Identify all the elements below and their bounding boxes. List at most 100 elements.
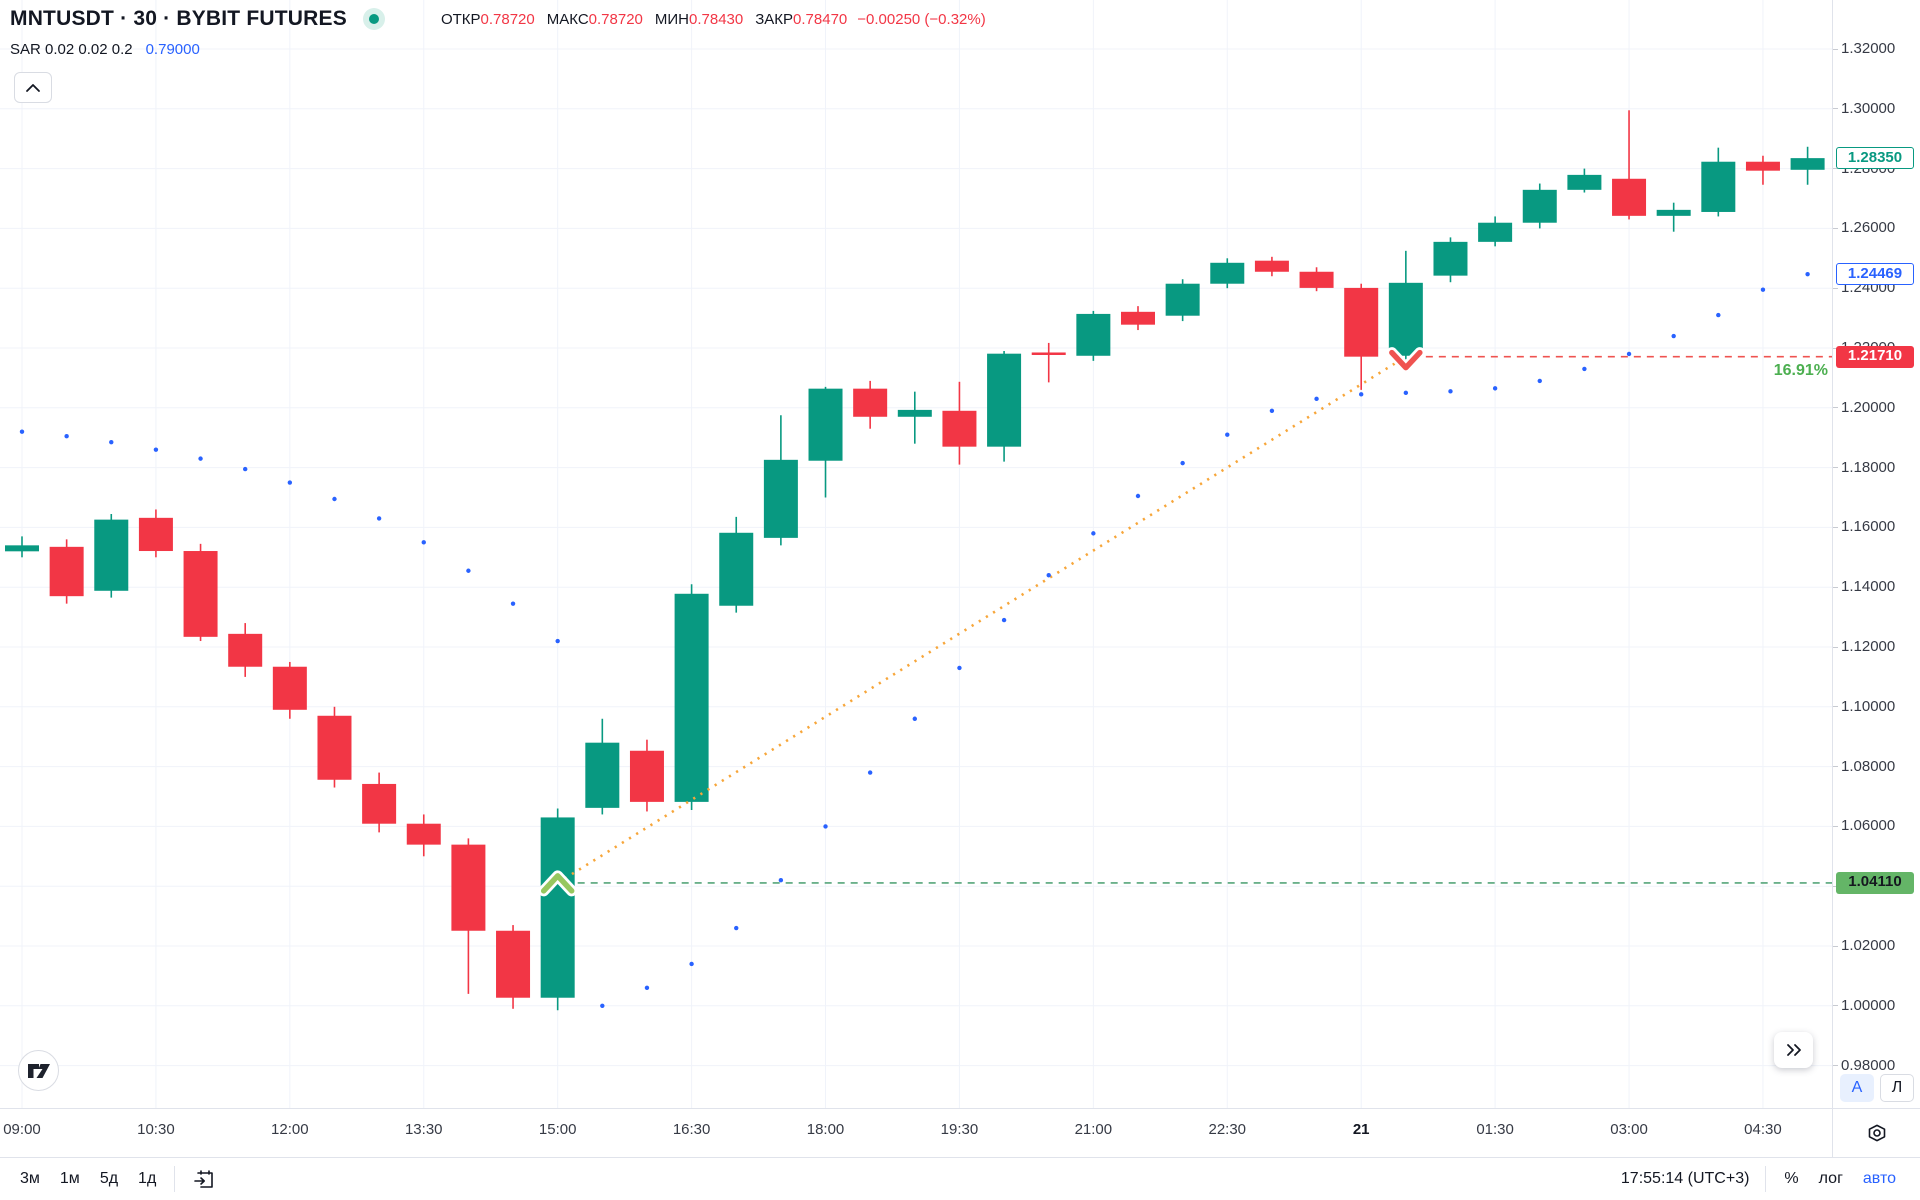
price-tick-mark (1833, 227, 1838, 229)
candle-body (585, 742, 620, 808)
price-tick-label: 1.10000 (1841, 697, 1896, 715)
sar-dot (734, 925, 739, 931)
chart-settings-button[interactable] (1864, 1120, 1890, 1146)
log-scale-button[interactable]: Л (1880, 1074, 1914, 1102)
price-tick-label: 1.08000 (1841, 757, 1896, 775)
sar-dot (1269, 408, 1275, 413)
candlestick-plot[interactable] (0, 0, 1832, 1108)
candle-body (1388, 282, 1423, 356)
ohlc-open-label: ОТКР (440, 10, 481, 28)
price-tick-mark (1833, 108, 1838, 110)
candle-body (808, 388, 843, 461)
time-axis[interactable]: 09:00 10:30 12:00 13:30 15:00 16:30 18:00 19:30… (0, 1108, 1832, 1158)
time-tick-label: 19:30 (940, 1121, 979, 1138)
sar-dot (466, 568, 471, 573)
price-axis[interactable]: 1.320001.300001.280001.260001.240001.220… (1832, 0, 1920, 1108)
sar-dot (1626, 351, 1632, 357)
range-button-3м[interactable]: 3м (10, 1166, 50, 1192)
sar-dot (1314, 396, 1319, 402)
sar-dot (823, 824, 828, 829)
go-to-date-button[interactable] (183, 1163, 227, 1195)
time-tick-label: 04:30 (1744, 1121, 1782, 1138)
candle-body (317, 715, 352, 780)
candle-body (272, 666, 307, 710)
sar-dot (19, 429, 25, 434)
sar-dot (1492, 386, 1498, 391)
price-tick-label: 1.00000 (1841, 996, 1896, 1014)
sar-dot (778, 878, 784, 883)
axis-settings-corner (1832, 1108, 1920, 1157)
candle-body (49, 546, 84, 597)
sar-dot (1760, 287, 1766, 292)
candle-body (1031, 352, 1066, 355)
price-tick-mark (1833, 945, 1838, 947)
time-tick-label: 18:00 (806, 1121, 845, 1138)
candle-body (763, 459, 798, 538)
price-tick-label: 1.06000 (1841, 817, 1896, 835)
clock-timezone-button[interactable]: 17:55:14 (UTC+3) (1613, 1166, 1758, 1192)
collapse-indicator-pane-button[interactable] (14, 72, 52, 103)
price-tick-label: 1.18000 (1841, 458, 1896, 476)
double-chevron-right-icon (1786, 1044, 1801, 1056)
sar-dot (1671, 333, 1676, 339)
candle-body (1433, 241, 1468, 276)
sar-dot (109, 439, 114, 445)
candle-body (228, 633, 263, 667)
candle-body (5, 545, 39, 552)
time-tick-label: 09:00 (3, 1121, 41, 1138)
price-tick-label: 1.16000 (1841, 518, 1896, 536)
ohlc-high-value: 0.78720 (588, 10, 643, 28)
price-tick-mark (1833, 48, 1838, 50)
indicator-title[interactable]: SAR 0.02 0.02 0.2 (10, 40, 133, 58)
ohlc-low-label: МИН (654, 10, 689, 28)
gear-icon (1868, 1124, 1885, 1142)
entry-line-axis-label: 1.04110 (1836, 871, 1914, 894)
bottom-toolbar: 3м 1м 5д 1д 17:55:14 (UTC+3) % лог авто (0, 1157, 1920, 1200)
ohlc-values: ОТКР 0.78720 МАКС 0.78720 МИН 0.78430 ЗА… (441, 11, 986, 28)
candle-body (1344, 287, 1379, 357)
candle-body (629, 750, 664, 802)
sar-dot (153, 447, 159, 452)
candle-body (183, 551, 218, 637)
chart-canvas[interactable]: 16.91% MNTUSDT · 30 · BYBIT FUTURES ОТКР… (0, 0, 1832, 1108)
time-tick-label: 10:30 (137, 1121, 175, 1138)
symbol-title[interactable]: MNTUSDT · 30 · BYBIT FUTURES (10, 7, 347, 30)
sar-dot (644, 985, 650, 991)
toolbar-separator (174, 1166, 176, 1192)
go-to-realtime-button[interactable] (1774, 1032, 1813, 1068)
candle-body (362, 783, 397, 824)
price-tick-mark (1833, 407, 1838, 409)
price-tick-mark (1833, 586, 1838, 588)
auto-scale-toolbar-button[interactable]: авто (1853, 1166, 1906, 1192)
candle-body (94, 519, 129, 591)
sar-dot (198, 456, 203, 461)
time-tick-label: 13:30 (404, 1121, 443, 1138)
range-button-1м[interactable]: 1м (50, 1166, 90, 1192)
sar-dot (1001, 617, 1007, 623)
candle-body (540, 817, 575, 998)
percent-scale-button[interactable]: % (1774, 1166, 1808, 1192)
candle-body (451, 844, 486, 931)
position-trend-line (556, 355, 1407, 885)
price-tick-mark (1833, 646, 1838, 648)
sar-dot (1582, 366, 1587, 372)
price-tick-label: 1.20000 (1841, 398, 1896, 416)
log-scale-toolbar-button[interactable]: лог (1809, 1166, 1853, 1192)
candle-body (674, 593, 709, 802)
sar-dot (600, 1003, 605, 1008)
tradingview-logo[interactable] (18, 1050, 59, 1091)
price-tick-mark (1833, 706, 1838, 708)
price-tick-mark (1833, 287, 1838, 289)
sar-dot (1403, 390, 1409, 396)
ohlc-low-value: 0.78430 (689, 10, 744, 28)
range-button-1д[interactable]: 1д (128, 1166, 166, 1192)
candle-body (138, 517, 173, 552)
tradingview-logo-icon (27, 1063, 50, 1078)
sar-dot (421, 540, 426, 545)
auto-scale-button[interactable]: А (1840, 1074, 1874, 1102)
candle-body (719, 532, 754, 606)
candle-body (1076, 313, 1111, 356)
price-tick-mark (1833, 766, 1838, 768)
range-button-5д[interactable]: 5д (90, 1166, 128, 1192)
ohlc-close-label: ЗАКР (755, 10, 794, 28)
